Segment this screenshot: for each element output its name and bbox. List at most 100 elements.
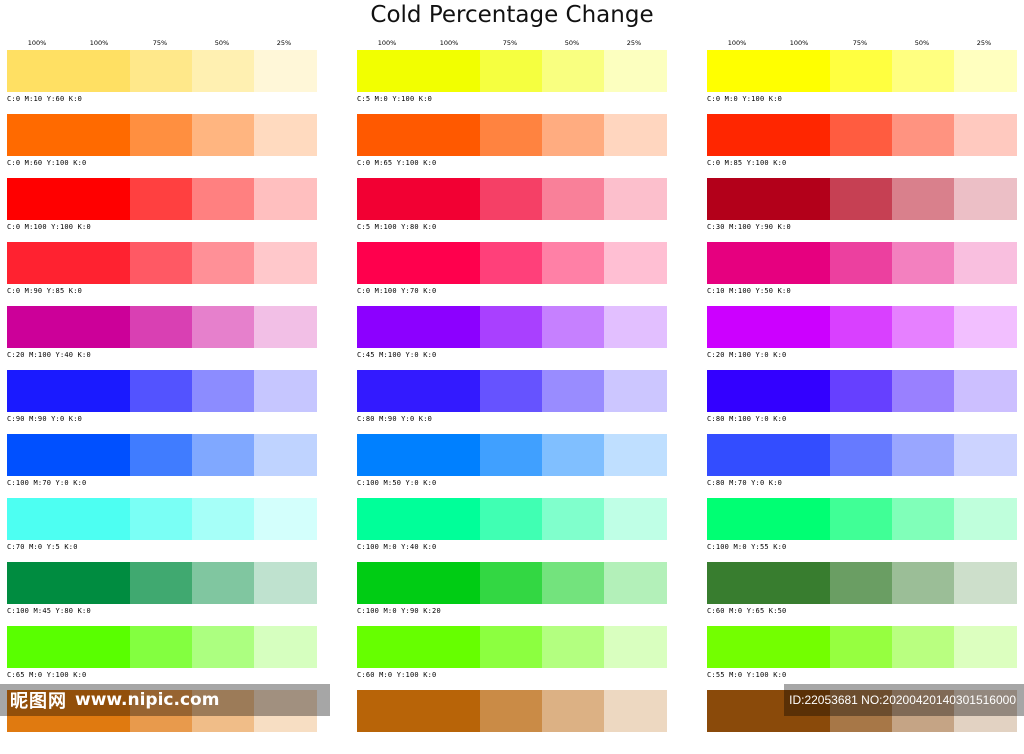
cmyk-label: C:0 M:0 Y:100 K:0	[707, 95, 783, 103]
swatch-strip	[7, 242, 317, 284]
color-swatch-100	[707, 434, 830, 476]
cmyk-label: C:100 M:0 Y:90 K:20	[357, 607, 441, 615]
swatch-strip	[7, 626, 317, 668]
cmyk-label: C:80 M:70 Y:0 K:0	[707, 479, 783, 487]
color-swatch-25	[254, 114, 317, 156]
cmyk-label: C:60 M:0 Y:100 K:0	[357, 671, 437, 679]
color-swatch-75	[830, 370, 892, 412]
swatch-row: C:20 M:100 Y:0 K:0	[707, 306, 1017, 370]
cmyk-label: C:100 M:0 Y:55 K:0	[707, 543, 787, 551]
cmyk-label: C:0 M:90 Y:85 K:0	[7, 287, 83, 295]
color-swatch-25	[254, 178, 317, 220]
swatch-row: C:0 M:60 Y:100 K:0	[7, 114, 317, 178]
color-swatch-50	[192, 306, 254, 348]
percent-header: 100% 100% 75% 50% 25%	[7, 39, 317, 49]
percent-label: 50%	[214, 39, 230, 47]
color-swatch-100	[7, 498, 130, 540]
color-swatch-75	[830, 114, 892, 156]
swatch-row: C:80 M:100 Y:0 K:0	[707, 370, 1017, 434]
cmyk-label: C:0 M:85 Y:100 K:0	[707, 159, 787, 167]
color-swatch-25	[604, 242, 667, 284]
color-swatch-75	[830, 626, 892, 668]
swatch-strip	[7, 562, 317, 604]
color-swatch-50	[542, 498, 604, 540]
cmyk-label: C:45 M:100 Y:0 K:0	[357, 351, 437, 359]
color-swatch-75	[830, 50, 892, 92]
color-swatch-25	[954, 306, 1017, 348]
color-swatch-100	[707, 498, 830, 540]
swatch-row: C:0 M:85 Y:100 K:0	[707, 114, 1017, 178]
color-swatch-50	[892, 178, 954, 220]
swatch-strip	[707, 50, 1017, 92]
percent-header: 100% 100% 75% 50% 25%	[707, 39, 1017, 49]
color-swatch-50	[542, 434, 604, 476]
color-swatch-75	[130, 114, 192, 156]
cmyk-label: C:0 M:100 Y:70 K:0	[357, 287, 437, 295]
color-swatch-50	[892, 50, 954, 92]
swatch-row: C:5 M:0 Y:100 K:0	[357, 50, 667, 114]
color-swatch-100	[7, 626, 130, 668]
color-swatch-100	[357, 306, 480, 348]
color-swatch-75	[130, 242, 192, 284]
cmyk-label: C:100 M:50 Y:0 K:0	[357, 479, 437, 487]
cmyk-label: C:70 M:0 Y:5 K:0	[7, 543, 78, 551]
color-swatch-100	[357, 370, 480, 412]
swatch-row: C:55 M:0 Y:100 K:0	[707, 626, 1017, 690]
cmyk-label: C:100 M:0 Y:40 K:0	[357, 543, 437, 551]
color-swatch-50	[192, 562, 254, 604]
cmyk-label: C:100 M:45 Y:80 K:0	[7, 607, 91, 615]
color-swatch-75	[130, 498, 192, 540]
color-swatch-75	[480, 50, 542, 92]
color-swatch-75	[130, 370, 192, 412]
color-swatch-100	[357, 242, 480, 284]
percent-label: 100%	[89, 39, 109, 47]
swatch-strip	[7, 50, 317, 92]
color-swatch-50	[892, 434, 954, 476]
color-swatch-25	[604, 434, 667, 476]
cmyk-label: C:20 M:100 Y:0 K:0	[707, 351, 787, 359]
cmyk-label: C:30 M:100 Y:90 K:0	[707, 223, 791, 231]
color-swatch-50	[192, 114, 254, 156]
color-swatch-75	[830, 562, 892, 604]
color-swatch-100	[357, 562, 480, 604]
swatch-row: C:90 M:90 Y:0 K:0	[7, 370, 317, 434]
swatch-row: C:0 M:100 Y:70 K:0	[357, 242, 667, 306]
percent-label: 100%	[439, 39, 459, 47]
color-swatch-75	[830, 242, 892, 284]
swatch-strip	[707, 498, 1017, 540]
percent-label: 100%	[27, 39, 47, 47]
color-swatch-25	[954, 370, 1017, 412]
color-swatch-50	[892, 114, 954, 156]
color-swatch-50	[542, 178, 604, 220]
color-swatch-100	[7, 562, 130, 604]
watermark-id: ID:22053681 NO:20200420140301516000	[784, 684, 1024, 716]
color-swatch-25	[254, 562, 317, 604]
swatch-strip	[357, 370, 667, 412]
color-swatch-75	[480, 498, 542, 540]
color-swatch-75	[480, 242, 542, 284]
color-swatch-100	[357, 434, 480, 476]
percent-label: 75%	[852, 39, 868, 47]
color-swatch-50	[542, 50, 604, 92]
color-swatch-75	[130, 562, 192, 604]
color-swatch-75	[830, 306, 892, 348]
color-swatch-50	[892, 370, 954, 412]
color-swatch-75	[830, 434, 892, 476]
cmyk-label: C:90 M:90 Y:0 K:0	[7, 415, 83, 423]
color-swatch-25	[954, 178, 1017, 220]
percent-label: 25%	[976, 39, 992, 47]
percent-label: 50%	[564, 39, 580, 47]
color-swatch-75	[480, 434, 542, 476]
swatch-strip	[357, 498, 667, 540]
color-swatch-75	[130, 178, 192, 220]
color-swatch-75	[480, 178, 542, 220]
percent-label: 25%	[626, 39, 642, 47]
color-swatch-25	[254, 370, 317, 412]
swatch-row: C:100 M:70 Y:0 K:0	[7, 434, 317, 498]
percent-label: 50%	[914, 39, 930, 47]
swatch-column-3: 100% 100% 75% 50% 25% C:0 M:0 Y:100 K:0 C:0 M:…	[707, 0, 1017, 732]
color-swatch-25	[604, 370, 667, 412]
swatch-strip	[707, 242, 1017, 284]
cmyk-label: C:65 M:0 Y:100 K:0	[7, 671, 87, 679]
swatch-strip	[707, 114, 1017, 156]
